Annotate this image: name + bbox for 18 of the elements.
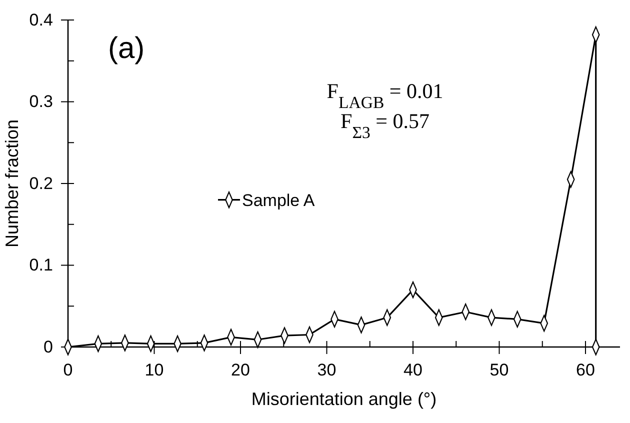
legend-label: Sample A	[242, 190, 316, 210]
y-tick-label: 0.3	[29, 92, 53, 112]
y-tick-label: 0.4	[29, 10, 53, 30]
x-tick-label: 30	[317, 360, 336, 380]
y-tick-label: 0.1	[29, 256, 53, 275]
annotation: (a)	[108, 32, 145, 65]
x-axis-title: Misorientation angle (°)	[251, 389, 437, 409]
x-tick-label: 60	[576, 360, 595, 380]
x-tick-label: 10	[144, 360, 164, 380]
x-tick-label: 40	[404, 360, 422, 380]
annotation: F$_{LAGB}$ = 0.01	[326, 79, 444, 112]
annotation: F$_{Σ3}$ = 0.57	[340, 109, 430, 142]
x-tick-label: 50	[490, 360, 509, 380]
x-tick-label: 20	[231, 360, 250, 380]
y-axis-title: Number fraction	[2, 119, 22, 248]
y-tick-label: 0	[43, 337, 53, 356]
y-tick-label: 0.2	[29, 174, 53, 193]
x-tick-label: 0	[63, 360, 73, 380]
